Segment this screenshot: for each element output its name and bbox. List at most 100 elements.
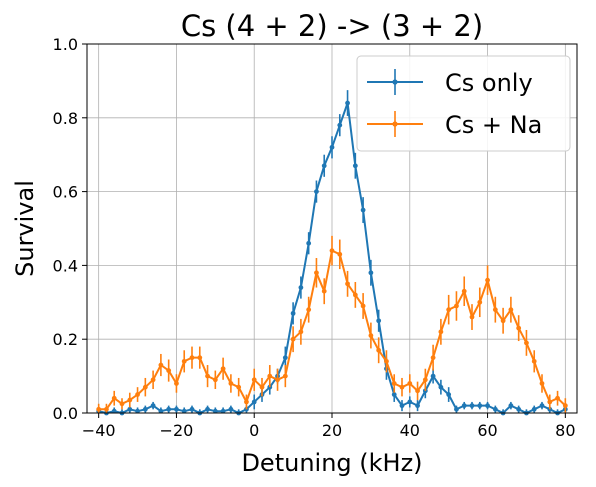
- data-point: [430, 355, 436, 361]
- data-point: [492, 307, 498, 313]
- data-point: [329, 144, 335, 150]
- data-point: [422, 377, 428, 383]
- data-point: [127, 397, 133, 403]
- data-point: [446, 307, 452, 313]
- data-point: [282, 355, 288, 361]
- data-point: [539, 381, 545, 386]
- data-point: [205, 373, 210, 379]
- data-point: [197, 355, 203, 361]
- data-point: [314, 189, 319, 195]
- x-tick-label: 40: [400, 421, 420, 440]
- legend-entry: Cs + Na: [367, 111, 542, 139]
- x-axis-ticks: −40 −20 0 20 40 60 80: [82, 413, 576, 440]
- legend-marker: [392, 121, 398, 127]
- data-point: [267, 373, 273, 379]
- chart-title: Cs (4 + 2) -> (3 + 2): [181, 9, 483, 43]
- data-point: [461, 403, 467, 409]
- x-tick-label: 60: [477, 421, 497, 440]
- data-point: [174, 381, 179, 386]
- data-point: [539, 403, 545, 409]
- data-point: [360, 303, 366, 309]
- data-point: [454, 406, 459, 412]
- data-point: [337, 122, 343, 128]
- data-point: [454, 303, 459, 309]
- data-point: [244, 399, 249, 405]
- data-point: [236, 384, 242, 390]
- data-point: [290, 310, 296, 316]
- data-point: [376, 318, 382, 324]
- data-point: [127, 406, 133, 412]
- data-point: [282, 373, 288, 379]
- data-point: [150, 377, 156, 383]
- data-point: [485, 403, 490, 409]
- x-tick-label: −40: [82, 421, 116, 440]
- data-point: [228, 406, 234, 412]
- data-point: [446, 392, 452, 397]
- data-point: [547, 399, 553, 405]
- data-point: [150, 403, 156, 409]
- data-point: [477, 403, 483, 409]
- x-axis-label: Detuning (kHz): [241, 449, 422, 477]
- data-point: [415, 403, 420, 409]
- data-point: [96, 406, 102, 412]
- data-point: [181, 358, 187, 364]
- legend-box: [356, 55, 571, 152]
- data-point: [415, 388, 420, 394]
- x-tick-label: 0: [249, 421, 259, 440]
- data-point: [220, 408, 226, 414]
- y-tick-label: 1.0: [53, 35, 78, 54]
- data-point: [166, 368, 172, 373]
- data-point: [376, 347, 382, 353]
- data-point: [407, 399, 413, 405]
- data-point: [516, 325, 522, 331]
- data-point: [368, 333, 374, 338]
- data-point: [174, 406, 179, 412]
- series-1: [96, 90, 568, 416]
- data-point: [508, 307, 514, 313]
- data-point: [142, 384, 148, 390]
- data-point: [166, 406, 172, 412]
- legend-label: Cs only: [445, 69, 533, 97]
- y-tick-label: 0.4: [53, 256, 78, 275]
- data-point: [469, 403, 475, 409]
- y-tick-label: 0.0: [53, 404, 78, 423]
- data-point: [352, 292, 358, 298]
- legend-entry: Cs only: [367, 69, 533, 97]
- data-point: [111, 408, 117, 414]
- y-tick-label: 0.6: [53, 183, 78, 202]
- data-point: [228, 381, 234, 386]
- data-point: [531, 406, 537, 412]
- data-point: [111, 395, 117, 401]
- data-point: [259, 384, 265, 390]
- y-tick-label: 0.2: [53, 330, 78, 349]
- data-point: [524, 340, 529, 346]
- data-point: [531, 358, 537, 364]
- data-point: [469, 314, 475, 320]
- data-point: [290, 336, 296, 342]
- data-point: [135, 392, 140, 397]
- series-layer: [96, 90, 568, 416]
- data-point: [430, 373, 436, 379]
- y-axis-ticks: 0.0 0.2 0.4 0.6 0.8 1.0: [53, 35, 87, 423]
- data-point: [251, 399, 257, 405]
- data-point: [321, 288, 327, 294]
- data-point: [251, 377, 257, 383]
- legend-label: Cs + Na: [445, 111, 542, 139]
- y-axis-label: Survival: [11, 180, 39, 277]
- data-point: [384, 358, 389, 364]
- data-point: [492, 406, 498, 412]
- data-point: [314, 270, 319, 276]
- data-point: [438, 384, 444, 390]
- series-2: [96, 235, 568, 413]
- data-point: [399, 384, 405, 390]
- data-point: [555, 395, 560, 401]
- data-point: [275, 377, 280, 383]
- data-point: [119, 401, 125, 407]
- data-point: [329, 248, 335, 254]
- data-point: [306, 307, 312, 313]
- data-point: [189, 355, 195, 361]
- data-point: [306, 240, 312, 246]
- data-point: [142, 406, 148, 412]
- data-point: [220, 366, 226, 372]
